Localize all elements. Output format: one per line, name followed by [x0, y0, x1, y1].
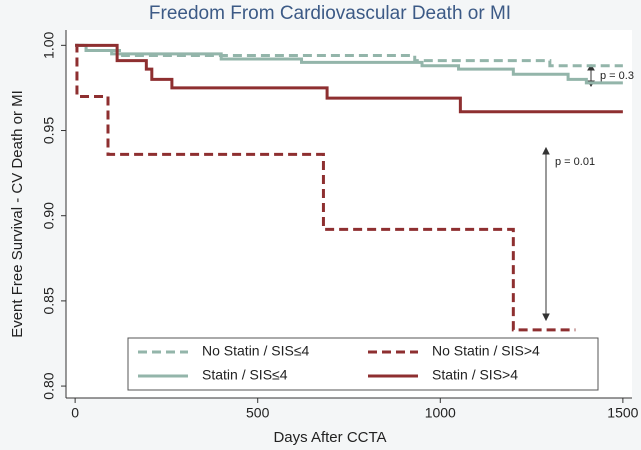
- y-tick-label: 0.85: [41, 287, 57, 314]
- survival-curve: [75, 43, 623, 68]
- x-tick-label: 1500: [607, 405, 638, 421]
- x-tick-label: 500: [246, 405, 270, 421]
- survival-curve: [75, 43, 576, 332]
- legend-label: Statin / SIS>4: [432, 367, 518, 383]
- survival-curve: [75, 43, 623, 114]
- arrow-heads: [542, 146, 550, 322]
- x-tick-label: 0: [71, 405, 79, 421]
- plot-area: [66, 30, 632, 398]
- legend: No Statin / SIS≤4 No Statin / SIS>4 Statin…: [127, 337, 599, 391]
- legend-label: Statin / SIS≤4: [202, 367, 288, 383]
- y-tick-label: 0.90: [41, 202, 57, 229]
- chart-title: Freedom From Cardiovascular Death or MI: [149, 3, 511, 24]
- y-tick-label: 0.80: [41, 372, 57, 399]
- y-tick-label: 0.95: [41, 117, 57, 144]
- y-axis-label: Event Free Survival - CV Death or MI: [9, 90, 26, 338]
- survival-curve: [75, 43, 623, 85]
- y-tick-label: 1.00: [41, 31, 57, 58]
- legend-label: No Statin / SIS>4: [432, 343, 540, 359]
- x-axis-label: Days After CCTA: [273, 429, 386, 446]
- legend-label: No Statin / SIS≤4: [202, 343, 310, 359]
- x-tick-label: 1000: [425, 405, 456, 421]
- annotation: p = 0.01: [555, 156, 595, 168]
- p-value-arrows: [542, 64, 595, 322]
- annotation: p = 0.3: [600, 70, 634, 82]
- legend-box: [127, 337, 599, 391]
